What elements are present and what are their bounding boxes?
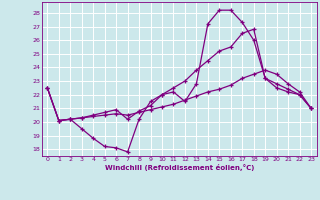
X-axis label: Windchill (Refroidissement éolien,°C): Windchill (Refroidissement éolien,°C) (105, 164, 254, 171)
